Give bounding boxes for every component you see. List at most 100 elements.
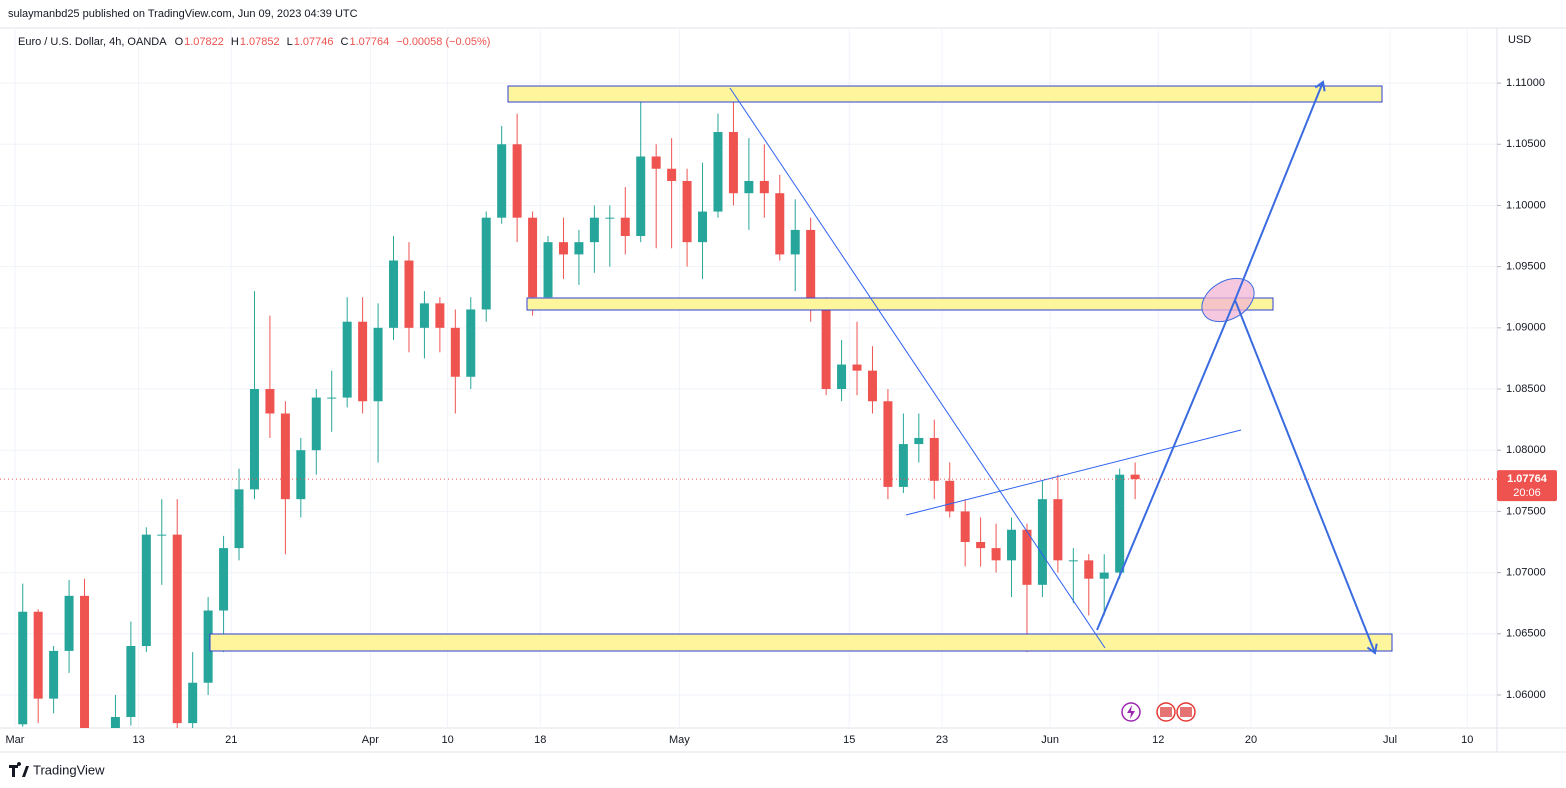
candle-body: [157, 534, 167, 536]
brand-name: TradingView: [33, 762, 105, 777]
candle-body: [991, 548, 1001, 561]
legend: Euro / U.S. Dollar, 4h, OANDA O 1.07822 H 1.…: [18, 36, 490, 48]
x-tick-label: Mar: [6, 734, 25, 746]
candle-body: [605, 217, 615, 219]
quote-value: 1.07746: [294, 36, 334, 48]
candle-body: [1099, 572, 1109, 579]
trend-line: [905, 429, 1242, 516]
candle-body: [33, 611, 43, 699]
candle-body: [265, 389, 275, 414]
y-axis-title: USD: [1508, 34, 1531, 46]
candle-body: [1022, 529, 1032, 585]
candle-body: [1130, 474, 1140, 480]
candles: [18, 89, 1140, 728]
candle-body: [589, 217, 599, 243]
candle-body: [558, 242, 568, 255]
x-tick-label: 12: [1152, 734, 1164, 746]
candle-body: [728, 132, 738, 194]
candle-body: [188, 682, 198, 724]
candle-body: [1037, 499, 1047, 585]
quote-label: L: [287, 36, 293, 48]
candle-body: [682, 180, 692, 243]
candle-body: [790, 229, 800, 255]
candle-body: [311, 397, 321, 451]
brand-logo: [9, 762, 29, 777]
candle-body: [512, 144, 522, 218]
candle-body: [867, 370, 877, 402]
candle-body: [80, 595, 90, 728]
trend-line: [729, 87, 1106, 649]
candle-body: [713, 132, 723, 212]
highlight-ellipse: [1201, 277, 1255, 323]
candle-body: [280, 413, 290, 500]
candle-body: [620, 217, 630, 237]
y-tick-label: 1.06500: [1506, 628, 1546, 640]
mid-zone: [526, 297, 1274, 311]
y-tick-label: 1.11000: [1506, 77, 1545, 89]
candle-body: [497, 144, 507, 218]
candle-body: [219, 548, 229, 611]
candle-body: [234, 489, 244, 549]
candle-body: [18, 611, 28, 725]
candle-body: [373, 327, 383, 402]
candle-body: [976, 541, 986, 549]
x-tick-label: 10: [441, 734, 453, 746]
x-tick-label: 23: [936, 734, 948, 746]
x-tick-label: Apr: [362, 734, 379, 746]
y-tick-label: 1.10500: [1506, 138, 1546, 150]
candle-body: [1084, 560, 1094, 579]
candle-body: [481, 217, 491, 310]
candle-body: [852, 364, 862, 371]
x-tick-label: 15: [843, 734, 855, 746]
candle-body: [249, 389, 259, 490]
candle-body: [929, 437, 939, 481]
y-tick-label: 1.10000: [1506, 199, 1546, 211]
support-zone: [209, 633, 1393, 652]
candle-body: [636, 156, 646, 237]
quote-change: −0.00058 (−0.05%): [396, 36, 490, 48]
x-tick-label: Jul: [1383, 734, 1397, 746]
x-tick-label: May: [669, 734, 690, 746]
candle-body: [450, 327, 460, 377]
candle-body: [744, 180, 754, 194]
countdown: 20:06: [1513, 487, 1541, 499]
candle-body: [435, 303, 445, 328]
y-tick-label: 1.08000: [1506, 444, 1546, 456]
candle-body: [141, 534, 151, 647]
publisher-line: sulaymanbd25 published on TradingView.co…: [8, 8, 358, 20]
candle-body: [342, 321, 352, 398]
event-icon: [1127, 705, 1135, 719]
candle-body: [883, 401, 893, 487]
quote-value: 1.07822: [184, 36, 224, 48]
candle-body: [404, 260, 414, 328]
candle-body: [327, 397, 337, 399]
candle-body: [126, 646, 136, 717]
candle-body: [1007, 529, 1017, 561]
resistance-zone: [507, 85, 1383, 103]
quote-value: 1.07852: [240, 36, 280, 48]
candle-body: [358, 321, 368, 402]
candle-body: [419, 303, 429, 328]
candle-body: [806, 229, 816, 310]
candle-body: [574, 242, 584, 255]
x-tick-label: 20: [1245, 734, 1257, 746]
x-tick-label: 13: [132, 734, 144, 746]
candle-body: [543, 242, 553, 298]
candle-body: [389, 260, 399, 328]
candle-body: [960, 511, 970, 542]
candle-body: [898, 444, 908, 487]
quote-label: O: [175, 36, 184, 48]
event-icons: [1121, 702, 1196, 722]
candle-body: [667, 168, 677, 181]
candle-body: [945, 480, 955, 512]
price-tag: [1497, 470, 1557, 502]
candle-body: [528, 217, 538, 298]
quote-value: 1.07764: [349, 36, 389, 48]
candle-body: [466, 309, 476, 377]
candle-body: [821, 309, 831, 390]
x-tick-label: Jun: [1041, 734, 1059, 746]
event-icon: [1180, 707, 1192, 717]
quote-label: H: [231, 36, 239, 48]
